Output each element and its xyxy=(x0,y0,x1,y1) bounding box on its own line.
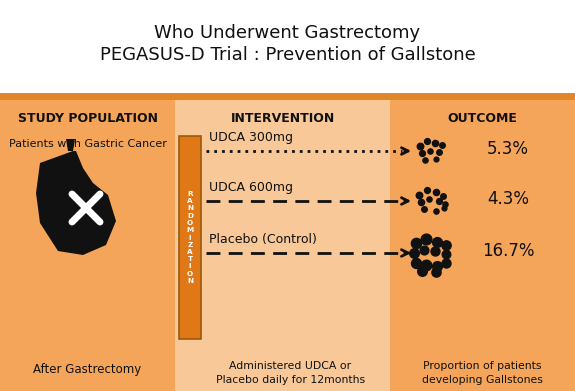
Text: Patients with Gastric Cancer: Patients with Gastric Cancer xyxy=(9,139,166,149)
Point xyxy=(409,250,419,256)
Point xyxy=(434,198,443,204)
Bar xyxy=(0,93,575,100)
Text: Who Underwent Gastrectomy: Who Underwent Gastrectomy xyxy=(155,23,420,41)
Point xyxy=(431,269,440,275)
Point xyxy=(442,242,451,248)
Point xyxy=(415,192,424,198)
Point xyxy=(416,199,426,205)
Point xyxy=(420,157,430,163)
Point xyxy=(417,268,427,274)
Text: 5.3%: 5.3% xyxy=(487,140,529,158)
Text: After Gastrectomy: After Gastrectomy xyxy=(33,362,141,375)
Text: PEGASUS-D Trial : Prevention of Gallstone: PEGASUS-D Trial : Prevention of Gallston… xyxy=(99,45,476,63)
Bar xyxy=(179,136,201,339)
Point xyxy=(423,187,432,193)
Text: OUTCOME: OUTCOME xyxy=(447,111,518,124)
Text: 16.7%: 16.7% xyxy=(482,242,534,260)
Bar xyxy=(175,100,390,391)
Point xyxy=(431,248,440,254)
Point xyxy=(415,143,424,149)
Bar xyxy=(0,100,575,391)
Point xyxy=(431,140,440,146)
Point xyxy=(432,239,442,245)
Text: Placebo (Control): Placebo (Control) xyxy=(209,233,317,246)
Point xyxy=(417,150,427,156)
Point xyxy=(419,206,428,212)
Point xyxy=(431,208,440,214)
Point xyxy=(411,260,420,266)
Point xyxy=(442,251,451,257)
Text: R
A
N
D
O
M
I
Z
A
T
I
O
N: R A N D O M I Z A T I O N xyxy=(186,191,194,284)
Point xyxy=(439,205,448,211)
Text: INTERVENTION: INTERVENTION xyxy=(231,111,335,124)
Point xyxy=(440,201,450,207)
Point xyxy=(431,156,440,162)
Text: Proportion of patients
developing Gallstones: Proportion of patients developing Gallst… xyxy=(422,361,543,385)
Polygon shape xyxy=(36,151,116,255)
Text: UDCA 300mg: UDCA 300mg xyxy=(209,131,293,145)
Point xyxy=(438,142,447,148)
Point xyxy=(432,263,442,269)
Point xyxy=(424,196,434,202)
Text: STUDY POPULATION: STUDY POPULATION xyxy=(17,111,158,124)
Text: UDCA 600mg: UDCA 600mg xyxy=(209,181,293,194)
Point xyxy=(431,189,440,195)
Point xyxy=(423,138,432,144)
Text: Administered UDCA or
Placebo daily for 12months: Administered UDCA or Placebo daily for 1… xyxy=(216,361,365,385)
Point xyxy=(442,260,451,266)
Point xyxy=(426,148,435,154)
Point xyxy=(438,193,447,199)
Point xyxy=(419,247,428,253)
Point xyxy=(421,262,431,268)
Point xyxy=(434,149,443,155)
Point xyxy=(411,240,420,246)
Polygon shape xyxy=(66,139,75,151)
Point xyxy=(421,236,431,242)
Bar xyxy=(0,0,575,93)
Text: 4.3%: 4.3% xyxy=(487,190,529,208)
